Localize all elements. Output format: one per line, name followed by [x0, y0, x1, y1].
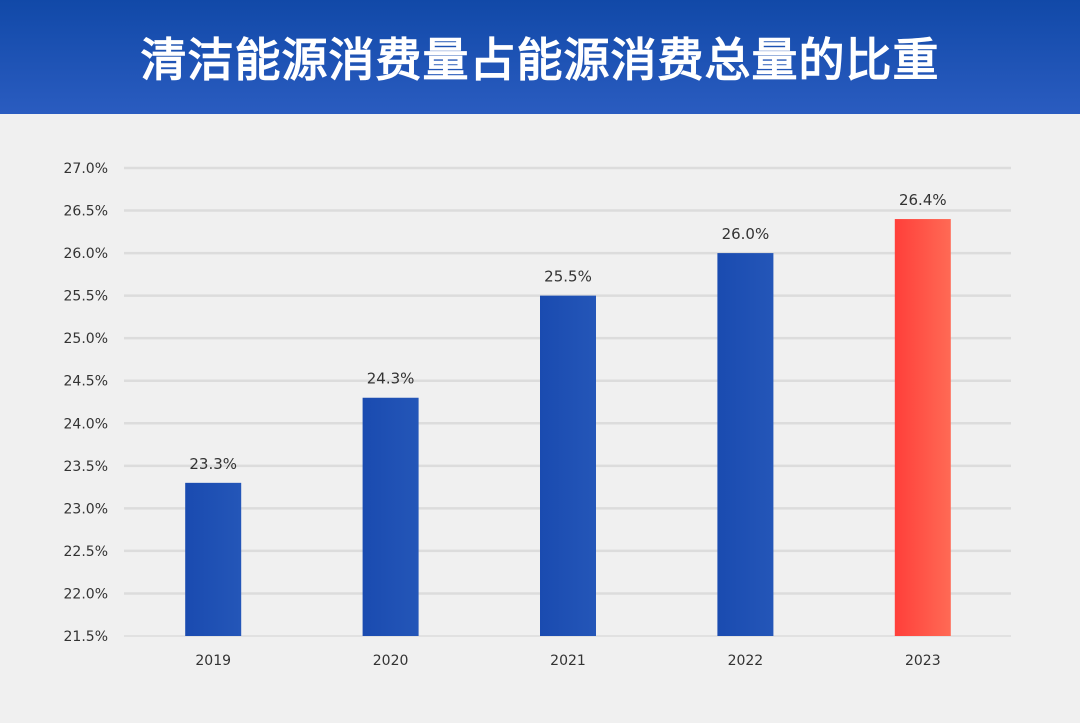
bar-2020: [362, 397, 419, 636]
y-tick-label: 26.0%: [64, 246, 108, 262]
data-label-2023: 26.4%: [899, 191, 947, 209]
y-tick-label: 24.0%: [64, 416, 108, 432]
data-labels: 23.3% 24.3% 25.5% 26.0% 26.4%: [189, 191, 946, 473]
bar-2021: [540, 295, 596, 636]
y-tick-label: 26.5%: [64, 204, 108, 220]
y-tick-label: 27.0%: [64, 161, 108, 177]
y-tick-label: 22.5%: [64, 544, 108, 560]
y-tick-label: 25.0%: [64, 331, 108, 347]
data-label-2021: 25.5%: [544, 268, 592, 286]
x-tick-label-2020: 2020: [373, 653, 409, 669]
x-tick-label-2023: 2023: [905, 653, 941, 669]
data-label-2022: 26.0%: [722, 225, 770, 243]
y-tick-label: 25.5%: [64, 289, 108, 305]
y-tick-label: 22.0%: [64, 586, 108, 602]
x-tick-label-2021: 2021: [550, 653, 586, 669]
data-label-2019: 23.3%: [189, 455, 237, 473]
chart-header: 清洁能源消费量占能源消费总量的比重: [0, 0, 1080, 114]
y-axis-ticks: 21.5% 22.0% 22.5% 23.0% 23.5% 24.0% 24.5% 25.0%…: [64, 161, 108, 645]
y-tick-label: 24.5%: [64, 374, 108, 390]
x-tick-label-2019: 2019: [195, 653, 231, 669]
x-axis-ticks: 2019 2020 2021 2022 2023: [195, 653, 940, 669]
chart-area: 21.5% 22.0% 22.5% 23.0% 23.5% 24.0% 24.5% 25.0%…: [0, 114, 1080, 719]
bar-chart: 21.5% 22.0% 22.5% 23.0% 23.5% 24.0% 24.5% 25.0%…: [64, 161, 1011, 669]
y-tick-label: 21.5%: [64, 629, 108, 645]
x-tick-label-2022: 2022: [728, 653, 764, 669]
bar-2019: [185, 482, 242, 636]
bar-2022: [717, 253, 774, 636]
data-label-2020: 24.3%: [367, 370, 415, 388]
y-tick-label: 23.5%: [64, 459, 108, 475]
bar-2023: [894, 219, 951, 636]
bars: [185, 219, 951, 636]
chart-title: 清洁能源消费量占能源消费总量的比重: [140, 33, 940, 87]
y-tick-label: 23.0%: [64, 501, 108, 517]
